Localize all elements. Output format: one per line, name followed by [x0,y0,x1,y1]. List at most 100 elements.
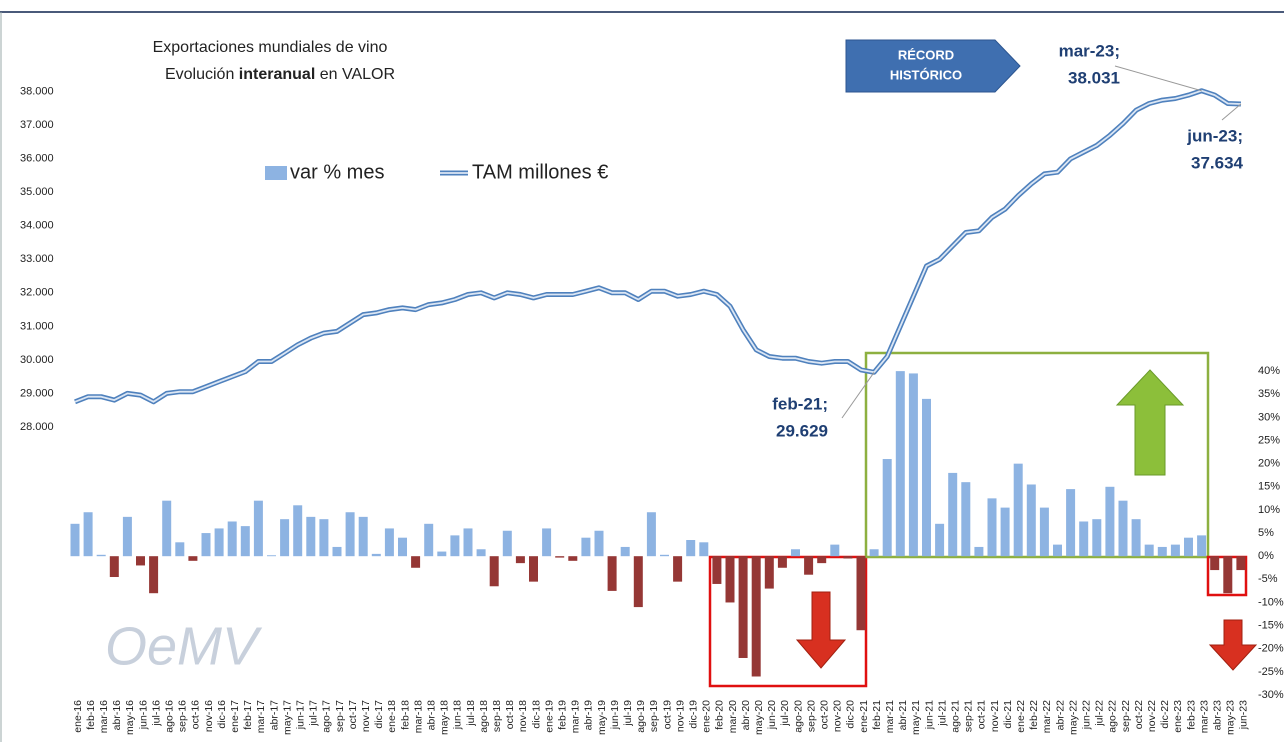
x-tick-label: jun-18 [452,700,464,730]
bar [529,556,538,582]
y-tick-label: 37.000 [20,119,54,131]
highlight-box [708,555,868,688]
bar [895,371,905,557]
bar [555,556,565,558]
bar [712,556,722,584]
annotation: jun-23; [1186,126,1243,145]
bar [725,556,735,603]
bar [922,398,931,557]
bar [594,530,604,557]
y2-tick-label: 0% [1258,550,1274,562]
x-tick-label: oct-16 [190,700,202,729]
bar [1236,556,1246,571]
y2-tick-label: 5% [1258,527,1274,539]
x-tick-label: dic-16 [216,700,228,729]
x-tick-label: ene-18 [386,700,398,733]
bar [240,526,250,557]
x-tick-label: abr-16 [111,700,123,731]
callout-text: RÉCORD [898,47,954,62]
y2-tick-label: -15% [1258,620,1284,632]
bar [620,546,630,557]
bar [502,530,512,557]
bar [1066,489,1076,557]
bar [411,556,421,568]
x-tick-label: ene-20 [701,700,713,733]
bar [961,482,971,557]
bar [804,556,814,575]
leader-line [1221,103,1242,121]
y2-tick-label: 40% [1258,365,1280,377]
bar [830,544,840,557]
y2-tick-label: 35% [1258,388,1280,400]
bar [777,556,787,568]
x-tick-label: ago-20 [792,700,804,733]
bar [843,556,853,559]
x-tick-label: jun-17 [294,700,306,730]
x-tick-label: abr-21 [897,700,909,731]
legend-swatch [265,166,287,180]
y2-tick-label: 20% [1258,458,1280,470]
bar [1184,537,1193,557]
x-tick-label: nov-17 [360,700,372,732]
y2-tick-label: 30% [1258,411,1280,423]
x-tick-label: ene-17 [229,700,241,733]
x-tick-label: abr-20 [740,700,752,731]
x-tick-label: abr-22 [1054,700,1066,731]
bar [162,500,172,557]
y2-tick-label: -10% [1258,596,1284,608]
bar [1197,535,1207,557]
annotation: mar-23; [1059,41,1120,60]
x-tick-label: nov-22 [1146,700,1158,732]
x-tick-label: mar-16 [98,700,110,733]
x-tick-label: may-17 [281,700,293,735]
bar [1210,556,1220,571]
x-tick-label: ago-21 [949,700,961,733]
down-arrow [795,591,847,669]
x-tick-label: mar-20 [727,700,739,733]
chart-subtitle: Evolución interanual en VALOR [165,66,395,83]
bar [398,537,407,557]
bar [1144,544,1154,557]
bar [267,555,276,557]
x-tick-label: feb-20 [714,700,726,730]
bar [568,556,578,561]
x-tick-label: feb-18 [399,700,411,730]
bar [214,528,224,557]
x-tick-label: nov-16 [203,700,215,732]
bar [607,556,617,591]
x-tick-label: may-18 [439,700,451,735]
x-tick-label: may-21 [910,700,922,735]
x-tick-label: feb-21 [871,700,883,730]
x-tick-label: may-19 [596,700,608,735]
callout-shape [845,39,1021,93]
bar [1157,546,1167,557]
bar [1131,519,1141,557]
bar [856,556,866,631]
y-tick-label: 30.000 [20,354,54,366]
bar [581,537,591,557]
x-tick-label: jul-22 [1094,700,1106,727]
x-tick-label: ago-16 [163,700,175,733]
bar [280,519,290,557]
x-tick-label: may-23 [1225,700,1237,735]
logo: OeMV [105,616,263,676]
x-tick-label: nov-19 [674,700,686,732]
bar [935,523,945,557]
x-tick-label: jul-18 [465,700,477,727]
bar [817,556,827,564]
bar [293,505,303,557]
y-tick-label: 33.000 [20,253,54,265]
bar [109,556,119,578]
x-tick-label: sep-19 [648,700,660,732]
x-tick-label: oct-18 [504,700,516,729]
bar [948,472,958,557]
y2-tick-label: -20% [1258,643,1284,655]
y-tick-label: 38.000 [20,86,54,98]
x-tick-label: sep-21 [963,700,975,732]
x-tick-label: sep-18 [491,700,503,732]
bar [751,556,761,677]
x-tick-label: ene-19 [543,700,555,733]
y2-tick-label: 25% [1258,434,1280,446]
bar [319,519,329,557]
data-label: 38.031 [1068,68,1120,87]
